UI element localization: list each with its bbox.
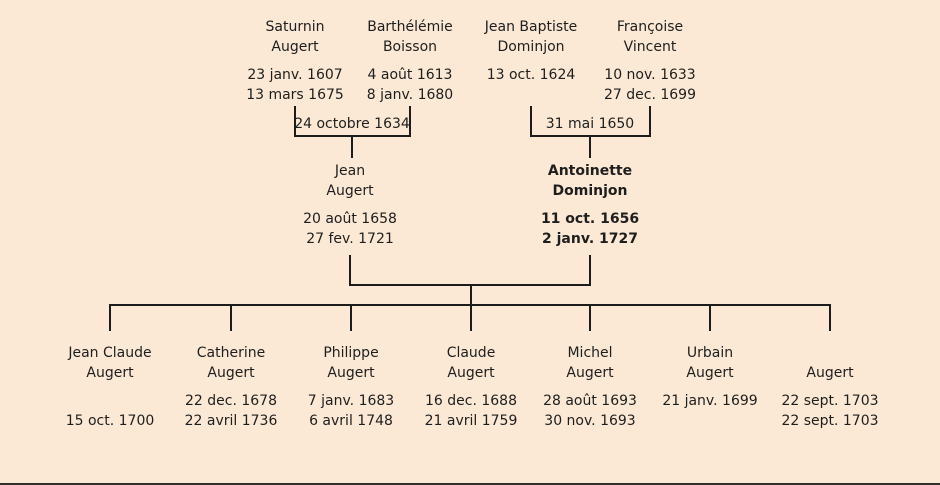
- child6-drop-line: [709, 306, 711, 331]
- person-name-line2: Vincent: [623, 39, 677, 55]
- person-jean-baptiste-dominjon: Jean Baptiste Dominjon 13 oct. 1624: [451, 17, 611, 105]
- marriage2-bottom-line: [530, 135, 651, 137]
- person-jean-claude-augert: Jean Claude Augert 15 oct. 1700: [30, 343, 190, 431]
- person-death-date: 22 avril 1736: [184, 413, 278, 429]
- person-name-line1: Saturnin: [265, 19, 325, 35]
- person-antoinette-dominjon: Antoinette Dominjon 11 oct. 1656 2 janv.…: [510, 161, 670, 249]
- person-birth-date: 13 oct. 1624: [486, 67, 576, 83]
- person-saturnin-augert: Saturnin Augert 23 janv. 1607 13 mars 16…: [215, 17, 375, 105]
- person-death-date: 27 fev. 1721: [306, 231, 394, 247]
- person-name-line2: Augert: [326, 183, 374, 199]
- person-michel-augert: Michel Augert 28 août 1693 30 nov. 1693: [510, 343, 670, 431]
- person-birth-date: 28 août 1693: [543, 393, 637, 409]
- person-birth-date: 23 janv. 1607: [247, 67, 343, 83]
- person-birth-date: 20 août 1658: [303, 211, 397, 227]
- marriage2-descent-line: [589, 137, 591, 158]
- person-death-date: 27 dec. 1699: [604, 87, 696, 103]
- person-jean-augert: Jean Augert 20 août 1658 27 fev. 1721: [270, 161, 430, 249]
- couple-right-line: [589, 255, 591, 286]
- person-name-line2: Boisson: [382, 39, 438, 55]
- person-name-line2: Augert: [271, 39, 319, 55]
- person-birth-date: 22 sept. 1703: [781, 393, 879, 409]
- person-name-line1: Barthélémie: [367, 19, 453, 35]
- marriage2-right-line: [649, 106, 651, 137]
- marriage1-descent-line: [351, 137, 353, 158]
- person-death-date: 8 janv. 1680: [366, 87, 454, 103]
- child4-drop-line: [470, 306, 472, 331]
- person-barthelemie-boisson: Barthélémie Boisson 4 août 1613 8 janv. …: [330, 17, 490, 105]
- couple-left-line: [349, 255, 351, 286]
- person-birth-date: 7 janv. 1683: [307, 393, 395, 409]
- person-birth-date: 22 dec. 1678: [185, 393, 277, 409]
- person-birth-date: 21 janv. 1699: [662, 393, 758, 409]
- person-birth-date: 11 oct. 1656: [540, 211, 640, 227]
- marriage1-bottom-line: [294, 135, 411, 137]
- person-philippe-augert: Philippe Augert 7 janv. 1683 6 avril 174…: [271, 343, 431, 431]
- person-name-line1: Antoinette: [547, 163, 633, 179]
- marriage2-date-label: 31 mai 1650: [545, 116, 635, 132]
- person-francoise-vincent: Françoise Vincent 10 nov. 1633 27 dec. 1…: [570, 17, 730, 105]
- person-name-line2: Dominjon: [497, 39, 565, 55]
- couple-bottom-line: [349, 284, 591, 286]
- child1-drop-line: [109, 306, 111, 331]
- marriage1-left-line: [294, 106, 296, 137]
- person-name-line1: Jean Baptiste: [484, 19, 578, 35]
- person-name-line2: Dominjon: [552, 183, 628, 199]
- person-death-date: 30 nov. 1693: [544, 413, 636, 429]
- person-death-date: 15 oct. 1700: [65, 413, 155, 429]
- person-name-line1: Michel: [567, 345, 613, 361]
- person-name-line1: Jean Claude: [68, 345, 152, 361]
- couple-descent-line: [470, 286, 472, 306]
- person-name-line2: Augert: [327, 365, 375, 381]
- person-name-line2: Augert: [86, 365, 134, 381]
- person-death-date: 13 mars 1675: [246, 87, 344, 103]
- person-name-line1: Françoise: [616, 19, 684, 35]
- person-urbain-augert: Urbain Augert 21 janv. 1699: [630, 343, 790, 431]
- person-name-line1: Urbain: [686, 345, 734, 361]
- person-claude-augert: Claude Augert 16 dec. 1688 21 avril 1759: [391, 343, 551, 431]
- person-death-date: 22 sept. 1703: [781, 413, 879, 429]
- person-name-line1: [750, 343, 910, 363]
- person-birth-date: 10 nov. 1633: [604, 67, 696, 83]
- person-name-line1: Claude: [446, 345, 496, 361]
- person-name-line1: Catherine: [196, 345, 266, 361]
- person-name-line2: Augert: [686, 365, 734, 381]
- person-catherine-augert: Catherine Augert 22 dec. 1678 22 avril 1…: [151, 343, 311, 431]
- child7-drop-line: [829, 306, 831, 331]
- person-death-date: 6 avril 1748: [309, 413, 393, 429]
- person-name-line1: Jean: [334, 163, 366, 179]
- marriage1-right-line: [409, 106, 411, 137]
- person-name-line2: Augert: [806, 365, 854, 381]
- person-name-line2: Augert: [447, 365, 495, 381]
- siblings-rail-line: [109, 304, 831, 306]
- person-augert-unnamed: Augert 22 sept. 1703 22 sept. 1703: [750, 343, 910, 431]
- child3-drop-line: [350, 306, 352, 331]
- person-death-date: 2 janv. 1727: [542, 231, 638, 247]
- person-death-date: 21 avril 1759: [424, 413, 518, 429]
- child2-drop-line: [230, 306, 232, 331]
- person-name-line2: Augert: [207, 365, 255, 381]
- person-birth-date: 4 août 1613: [367, 67, 453, 83]
- child5-drop-line: [589, 306, 591, 331]
- marriage1-date-label: 24 octobre 1634: [294, 116, 410, 132]
- bottom-border-line: [0, 483, 940, 485]
- person-birth-date: 16 dec. 1688: [425, 393, 517, 409]
- marriage2-left-line: [530, 106, 532, 137]
- person-name-line2: Augert: [566, 365, 614, 381]
- person-name-line1: Philippe: [323, 345, 379, 361]
